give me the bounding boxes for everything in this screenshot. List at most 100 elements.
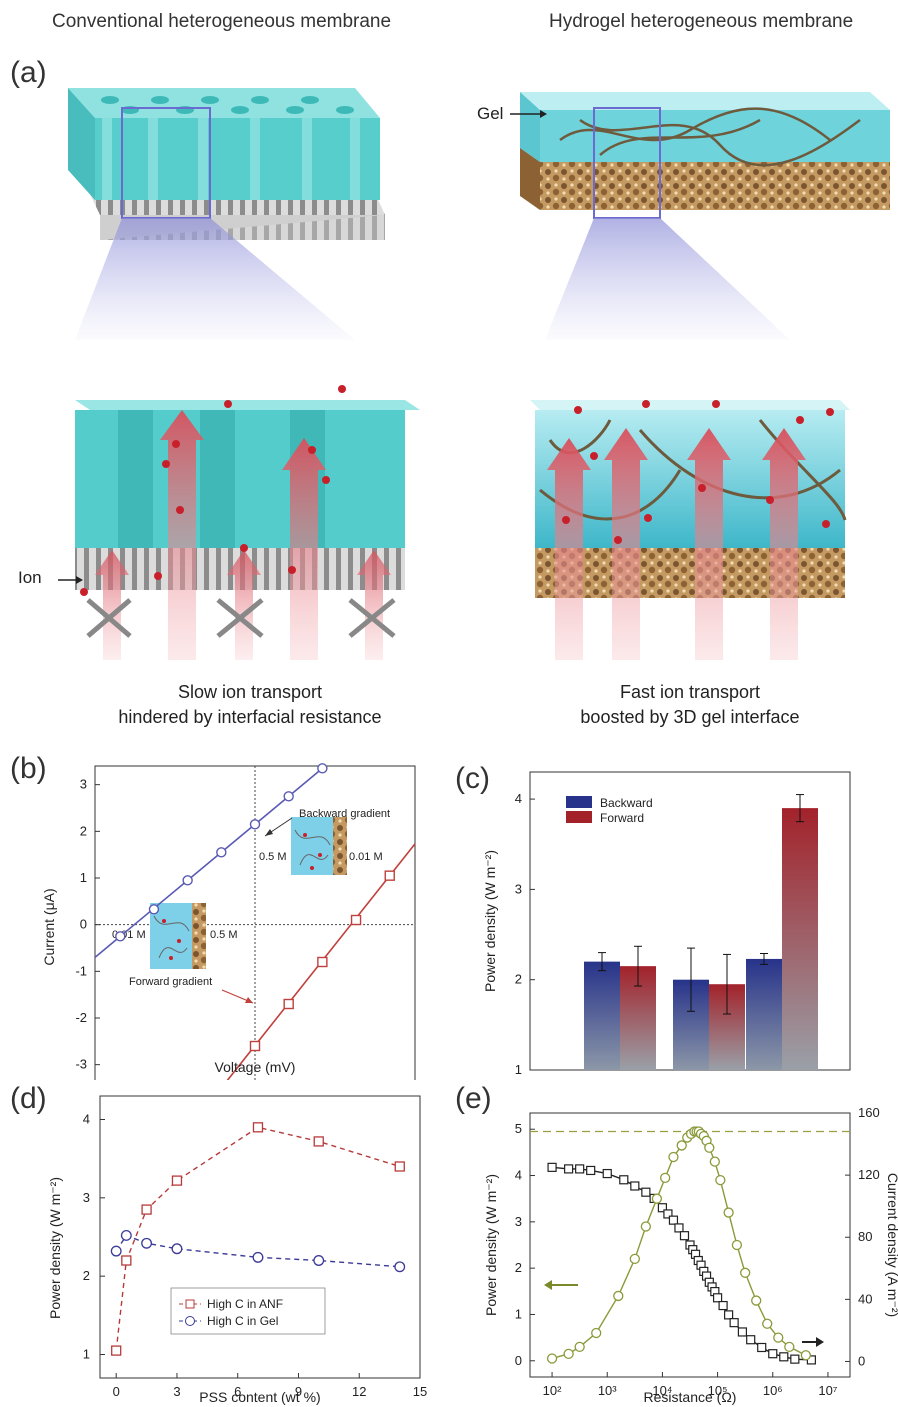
chart-e-point	[640, 1221, 652, 1232]
chart-e-ylabel-right: Current density (A m⁻²)	[885, 1173, 898, 1317]
chart-d-point	[313, 1255, 325, 1266]
backward-high-conc: 0.5 M	[259, 851, 287, 863]
chart-b-ytick-label: 3	[80, 777, 87, 792]
chart-d-point	[394, 1261, 406, 1273]
chart-e-ytick-label: 4	[515, 1168, 522, 1183]
right-caption-line2: boosted by 3D gel interface	[580, 707, 800, 727]
chart-c-ytick-label: 4	[515, 791, 522, 806]
chart-d-point	[252, 1251, 264, 1263]
chart-c-ytick-label: 3	[515, 881, 522, 896]
chart-d-xtick-label: 15	[413, 1384, 427, 1399]
chart-b-ytick-label: -2	[75, 1010, 87, 1025]
gel-label: Gel	[477, 104, 504, 123]
left-caption-line2: hindered by interfacial resistance	[118, 707, 382, 727]
panel-b-label: (b)	[10, 752, 47, 785]
chart-e-point	[629, 1253, 640, 1265]
chart-e-ytick-right-label: 120	[858, 1167, 880, 1182]
chart-e-arrows	[544, 1280, 824, 1347]
chart-e-point	[657, 1203, 668, 1213]
chart-e-ytick-label: 3	[515, 1214, 522, 1229]
chart-e-point	[679, 1231, 690, 1241]
left-caption: Slow ion transport hindered by interfaci…	[90, 680, 410, 730]
legend-high-c-gel: High C in Gel	[207, 1314, 278, 1328]
panel-a-illustration	[58, 88, 890, 660]
chart-e-point	[731, 1239, 743, 1251]
chart-c-ytick-label: 2	[515, 972, 522, 987]
chart-e-point	[546, 1353, 558, 1364]
chart-d-point	[313, 1136, 324, 1147]
chart-e-xtick-label: 10⁴	[652, 1383, 672, 1398]
conventional-zoom-view	[58, 385, 420, 660]
chart-e-ytick-label: 0	[515, 1353, 522, 1368]
chart-d-point	[141, 1204, 152, 1215]
chart-d-frame	[99, 1095, 421, 1379]
chart-e-ytick-label: 2	[515, 1260, 522, 1275]
chart-e-point	[779, 1352, 789, 1362]
chart-d-xtick-label: 12	[352, 1384, 366, 1399]
chart-d-point	[141, 1237, 153, 1249]
chart-e-ytick-right-label: 160	[858, 1105, 880, 1120]
chart-e-point	[660, 1172, 671, 1183]
chart-e-point	[723, 1207, 734, 1218]
chart-e-point	[712, 1293, 723, 1303]
chart-e-point	[563, 1348, 574, 1359]
panel-e-label: (e)	[455, 1082, 492, 1115]
legend-forward: Forward	[600, 811, 644, 825]
chart-b-ytick-label: -3	[75, 1057, 87, 1072]
chart-e-point	[668, 1151, 679, 1163]
chart-b-point	[350, 914, 362, 926]
chart-e-point	[586, 1165, 596, 1176]
chart-e-ytick-right-label: 0	[858, 1353, 865, 1368]
chart-e-point	[574, 1341, 585, 1353]
chart-e-point	[784, 1341, 795, 1353]
chart-e-point	[768, 1349, 778, 1359]
chart-c: 1 2 3 4 ANF Gel Heterogeneous Backward Forward…	[482, 771, 851, 1080]
chart-b-point	[384, 870, 395, 881]
chart-b-insets	[150, 817, 347, 1004]
chart-e-point	[704, 1142, 715, 1153]
chart-e-point	[651, 1193, 663, 1204]
chart-c-bar	[584, 961, 620, 1070]
chart-d-xtick-label: 9	[295, 1384, 302, 1399]
hydrogel-membrane-block	[520, 92, 890, 340]
chart-e-xtick-label: 10⁵	[708, 1383, 728, 1398]
chart-e-point	[619, 1175, 629, 1185]
chart-d-ytick-label: 2	[83, 1268, 90, 1283]
right-title: Hydrogel heterogeneous membrane	[549, 11, 854, 32]
chart-e-xtick-label: 10⁷	[818, 1383, 837, 1398]
chart-b-point	[249, 1040, 261, 1052]
chart-e-point	[724, 1310, 734, 1320]
chart-e-point	[773, 1332, 784, 1343]
chart-e-point	[740, 1267, 751, 1278]
backward-low-conc: 0.01 M	[349, 851, 383, 863]
chart-d-point	[171, 1243, 183, 1255]
chart-c-category-label: Gel	[698, 1077, 720, 1080]
chart-b-point	[283, 791, 294, 802]
chart-e-point	[676, 1140, 687, 1151]
chart-e-ytick-label: 5	[515, 1121, 522, 1136]
chart-e-ytick-label: 1	[515, 1306, 522, 1321]
chart-e-point	[575, 1164, 585, 1174]
chart-d-point	[111, 1345, 122, 1356]
chart-b-point	[216, 847, 227, 858]
chart-d-ytick-label: 4	[83, 1112, 90, 1127]
chart-e-point	[718, 1300, 728, 1311]
chart-d-point	[120, 1229, 132, 1241]
chart-b-point	[317, 956, 328, 968]
legend-backward: Backward	[600, 796, 653, 810]
ion-label: Ion	[18, 568, 42, 587]
chart-d-legend: High C in ANF High C in Gel	[170, 1287, 326, 1335]
chart-e-xtick-label: 10⁶	[763, 1383, 783, 1398]
chart-d-point	[171, 1175, 183, 1186]
chart-b-point	[115, 931, 126, 942]
chart-c-ytick-label: 1	[515, 1062, 522, 1077]
chart-d-xtick-label: 6	[234, 1384, 241, 1399]
backward-inset	[291, 817, 347, 875]
chart-d-point	[394, 1161, 405, 1172]
chart-e-ytick-right-label: 40	[858, 1291, 872, 1306]
chart-b-point	[148, 904, 160, 915]
chart-b-ytick-label: 1	[80, 870, 87, 885]
backward-gradient-label: Backward gradient	[299, 808, 390, 820]
chart-d-ytick-label: 3	[83, 1190, 90, 1205]
